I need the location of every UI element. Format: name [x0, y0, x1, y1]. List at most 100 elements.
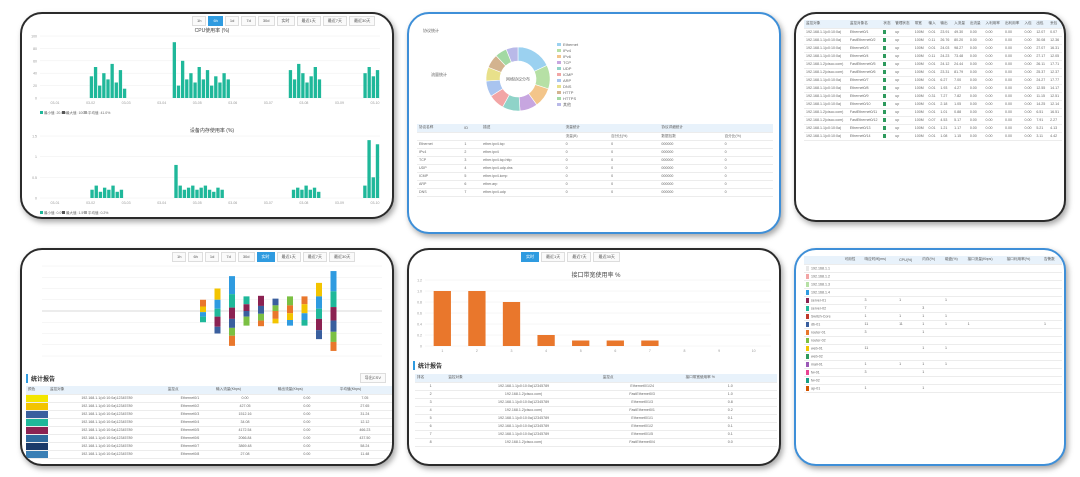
- stacked-bar-segment[interactable]: [272, 298, 279, 306]
- bar[interactable]: [189, 73, 193, 98]
- table-row[interactable]: 192.168.1.1(c0:10:0a) Ethernet0/1 up 100M 0.…: [804, 28, 1062, 37]
- column-header[interactable]: 输入: [926, 20, 939, 29]
- bar[interactable]: [363, 73, 367, 98]
- bar[interactable]: [90, 189, 94, 198]
- bar[interactable]: [122, 88, 127, 98]
- table-row[interactable]: db-01 11 11 1 1 1 1: [804, 320, 1062, 329]
- column-header[interactable]: 流量统计: [563, 124, 610, 133]
- legend-item[interactable]: IPv4: [557, 48, 578, 54]
- table-row[interactable]: 192.168.1.4: [804, 288, 1062, 297]
- bar[interactable]: [317, 79, 322, 98]
- table-row[interactable]: router-01 3 1: [804, 328, 1062, 337]
- column-header[interactable]: 响应时间(ms): [862, 256, 898, 265]
- tab-3[interactable]: 7d: [241, 16, 256, 26]
- bar[interactable]: [304, 185, 308, 198]
- tab-5[interactable]: 实时: [256, 252, 275, 262]
- bar[interactable]: [641, 340, 659, 347]
- table-row[interactable]: 5 192.168.1.1(c0:10:0a)12345789 Ethernet0/…: [415, 414, 777, 423]
- table-row[interactable]: 192.168.1.2(cisco.com) FastEthernet0/6 up 1…: [804, 68, 1062, 77]
- tab-5[interactable]: 实时: [276, 16, 295, 26]
- bar[interactable]: [216, 187, 220, 198]
- bar[interactable]: [292, 79, 297, 98]
- table-row[interactable]: mail-01 1 1 1 1: [804, 360, 1062, 369]
- bar[interactable]: [115, 191, 119, 198]
- table-row[interactable]: 192.168.1.1(c0:10:0a)12345789 Ethernet0/4…: [26, 418, 392, 427]
- table-row[interactable]: 1 192.168.1.1(c0:10:0a)12345789 Ethernet0/…: [415, 382, 777, 391]
- table-row[interactable]: 192.168.1.2(cisco.com) FastEthernet0/11 up…: [804, 108, 1062, 117]
- table-row[interactable]: 192.168.1.1(c0:10:0a) Ethernet0/10 up 100M 0…: [804, 100, 1062, 109]
- legend-item[interactable]: Ethernet: [557, 42, 578, 48]
- pie-slice[interactable]: [505, 46, 519, 63]
- column-header[interactable]: 输入流量(Kbps): [214, 386, 276, 395]
- table-row[interactable]: 192.168.1.1(c0:10:0a)12345789 Ethernet0/5…: [26, 426, 392, 435]
- bar[interactable]: [114, 82, 118, 99]
- legend-item[interactable]: IPv6: [557, 54, 578, 60]
- bar[interactable]: [301, 73, 305, 98]
- bar[interactable]: [210, 85, 214, 98]
- column-header[interactable]: 监控对象名: [847, 20, 882, 29]
- stacked-bar-segment[interactable]: [200, 312, 206, 317]
- table-row[interactable]: 192.168.1.1(c0:10:0a)12345789 Ethernet0/7…: [26, 442, 392, 451]
- legend-item[interactable]: UDP: [557, 66, 578, 72]
- column-header[interactable]: [722, 124, 773, 133]
- stacked-bar-segment[interactable]: [258, 295, 264, 306]
- stacked-bar-segment[interactable]: [330, 291, 337, 308]
- bar[interactable]: [201, 79, 206, 98]
- column-header[interactable]: 接口流量(Kbps): [965, 256, 1005, 265]
- column-header[interactable]: 监控对象: [48, 386, 166, 395]
- table-row[interactable]: 192.168.1.1(c0:10:0a) Ethernet0/7 up 100M 0.…: [804, 76, 1062, 85]
- stacked-bar-segment[interactable]: [229, 327, 235, 336]
- bar[interactable]: [300, 189, 304, 198]
- bar[interactable]: [317, 191, 321, 198]
- legend-item[interactable]: DNS: [557, 84, 578, 90]
- stacked-bar-segment[interactable]: [214, 308, 221, 317]
- stacked-bar-segment[interactable]: [330, 307, 337, 321]
- stacked-bar-segment[interactable]: [316, 282, 322, 297]
- column-header[interactable]: [804, 256, 843, 265]
- bar[interactable]: [572, 340, 590, 347]
- column-header[interactable]: 接口带宽使用率 %: [683, 374, 777, 383]
- table-row[interactable]: server-01 3 1 1: [804, 296, 1062, 305]
- stacked-bar-segment[interactable]: [301, 296, 308, 305]
- table-row[interactable]: web-02: [804, 352, 1062, 361]
- tab-0[interactable]: 实时: [521, 252, 539, 262]
- table-row[interactable]: 192.168.1.2: [804, 272, 1062, 281]
- bar[interactable]: [433, 291, 451, 346]
- stacked-bar-segment[interactable]: [214, 299, 221, 309]
- table-row[interactable]: ARP 6 ether.arp 0 0 000000 0: [417, 180, 773, 189]
- tab-8[interactable]: 最近30天: [328, 252, 356, 262]
- tab-2[interactable]: 1d: [224, 16, 240, 26]
- bar[interactable]: [172, 42, 176, 98]
- export-button[interactable]: 导出CSV: [359, 373, 386, 383]
- table-row[interactable]: 192.168.1.2(cisco.com) FastEthernet0/12 up…: [804, 116, 1062, 125]
- stacked-bar-segment[interactable]: [214, 288, 221, 300]
- table-row[interactable]: 192.168.1.1(c0:10:0a)12345789 Ethernet0/1…: [26, 394, 392, 403]
- tab-0[interactable]: 1h: [192, 16, 207, 26]
- legend-item[interactable]: HTTPS: [557, 96, 578, 102]
- stacked-bar-segment[interactable]: [316, 330, 322, 340]
- stacked-bar-segment[interactable]: [316, 318, 322, 331]
- stacked-bar-segment[interactable]: [287, 313, 293, 320]
- stacked-bar-segment[interactable]: [301, 313, 308, 320]
- stacked-bar-segment[interactable]: [316, 296, 322, 309]
- column-header[interactable]: CPU(%): [897, 256, 921, 265]
- bar[interactable]: [502, 302, 521, 346]
- table-row[interactable]: 192.168.1.1(c0:10:0a) Ethernet0/3 up 100M 0.…: [804, 44, 1062, 53]
- stacked-bar-segment[interactable]: [243, 304, 250, 311]
- tab-3[interactable]: 最近30天: [593, 252, 620, 262]
- stacked-bar-segment[interactable]: [272, 311, 279, 319]
- table-row[interactable]: 192.168.1.1(c0:10:0a) Ethernet0/8 up 100M 0.…: [804, 84, 1062, 93]
- bar[interactable]: [195, 189, 199, 198]
- bar[interactable]: [313, 67, 317, 98]
- table-row[interactable]: 8 192.168.1.2(cisco.com) FastEthernet0/4 0.…: [415, 438, 777, 447]
- bar[interactable]: [367, 140, 371, 198]
- column-header[interactable]: 内存(%): [920, 256, 943, 265]
- table-row[interactable]: 192.168.1.1(c0:10:0a)12345789 Ethernet0/3…: [26, 410, 392, 419]
- stacked-bar-segment[interactable]: [214, 326, 221, 334]
- table-row[interactable]: ICMP 5 ether.ipv4.icmp 0 0 000000 0: [417, 172, 773, 181]
- column-header[interactable]: 接口利用率(%): [1004, 256, 1042, 265]
- table-row[interactable]: fw-02: [804, 376, 1062, 385]
- table-row[interactable]: 192.168.1.3: [804, 280, 1062, 289]
- bar[interactable]: [185, 79, 189, 98]
- stacked-bar-segment[interactable]: [229, 307, 235, 319]
